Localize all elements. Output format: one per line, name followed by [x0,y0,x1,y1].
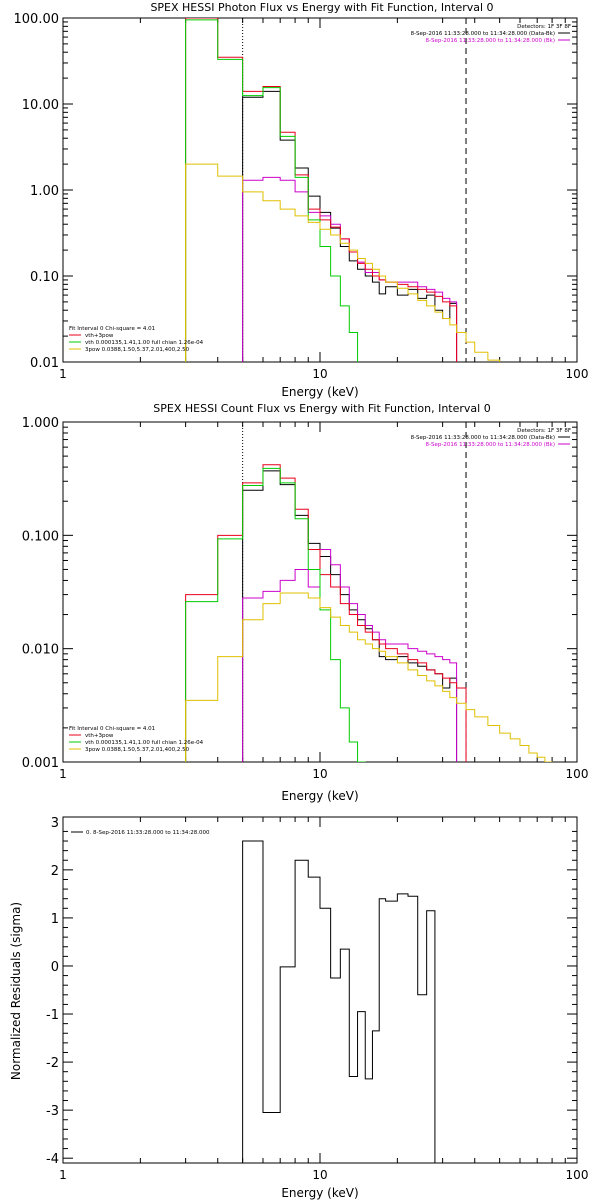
count-series-vth-3pow [185,464,467,762]
resid-y-tick-label: 2 [51,864,59,879]
resid-y-tick-label: 0 [51,960,59,975]
resid-series-0-8-sep-2016-11-33-28-000-to-11-34-28-000 [242,840,436,1163]
count-legend-bottom-entry: Fit Interval 0 Chi-square = 4.01 [69,726,155,732]
photon-y-tick-label: 0.10 [30,270,59,285]
count-legend-bottom-entry: vth+3pow [85,733,114,739]
resid-xlabel: Energy (keV) [281,1186,358,1200]
count-x-tick-label: 100 [566,767,589,781]
photon-legend-bottom-entry: vth+3pow [85,333,114,339]
count-xlabel: Energy (keV) [281,789,358,803]
photon-legend-top-entry: 8-Sep-2016 11:33:28.000 to 11:34:28.000 … [426,38,556,44]
photon-x-tick-label: 10 [312,367,327,381]
photon-series-data-bk [242,90,458,362]
resid-y-tick-label: 3 [51,816,59,831]
count-y-tick-label: 0.010 [22,643,59,658]
resid-x-tick-label: 1 [59,1168,67,1182]
photon-series-vth [185,19,359,362]
count-y-tick-label: 0.100 [22,529,59,544]
count-legend-bottom-entry: vth 0.000135,1.41,1.00 full chian 1.26e-… [85,740,204,746]
count-series-vth [185,467,366,762]
photon-x-tick-label: 100 [566,367,589,381]
count-flux-panel: SPEX HESSI Count Flux vs Energy with Fit… [22,402,589,803]
photon-legend-top-entry: 8-Sep-2016 11:33:28.000 to 11:34:28.000 … [411,31,555,37]
count-y-tick-label: 0.001 [22,756,59,771]
photon-x-tick-label: 1 [59,367,67,381]
resid-y-tick-label: 1 [51,912,59,927]
resid-y-tick-label: -2 [46,1056,59,1071]
photon-y-tick-label: 10.00 [22,98,59,113]
count-legend-top-entry: 8-Sep-2016 11:33:28.000 to 11:34:28.000 … [426,442,556,448]
photon-series-3pow [185,163,501,362]
count-legend-bottom-entry: 3pow 0.0388,1.50,5.37,2.01,400,2.50 [85,747,190,753]
photon-y-tick-label: 1.00 [30,184,59,199]
photon-y-tick-label: 100.00 [14,12,60,27]
count-series-group [185,464,553,762]
photon-series-vth-3pow [185,18,458,362]
resid-x-tick-label: 10 [312,1168,327,1182]
photon-flux-panel: SPEX HESSI Photon Flux vs Energy with Fi… [14,1,589,399]
resid-y-tick-label: -1 [46,1008,59,1023]
photon-legend-bottom-entry: Fit Interval 0 Chi-square = 4.01 [69,326,155,332]
count-legend-top-entry: Detectors: 1F 3F 8F [517,428,571,434]
count-y-tick-label: 1.000 [22,416,59,431]
count-legend-top-entry: 8-Sep-2016 11:33:28.000 to 11:34:28.000 … [411,435,555,441]
resid-x-tick-label: 100 [566,1168,589,1182]
count-title: SPEX HESSI Count Flux vs Energy with Fit… [153,402,490,415]
resid-legend-entry: 0. 8-Sep-2016 11:33:28.000 to 11:34:28.0… [86,830,210,836]
photon-series-group [185,18,501,362]
photon-title: SPEX HESSI Photon Flux vs Energy with Fi… [150,1,493,14]
photon-y-tick-label: 0.01 [30,356,59,371]
count-series-3pow [185,592,553,762]
residuals-panel: Energy (keV) Normalized Residuals (sigma… [9,816,588,1200]
count-x-tick-label: 1 [59,767,67,781]
photon-legend-bottom-entry: vth 0.000135,1.41,1.00 full chian 1.26e-… [85,340,204,346]
photon-xlabel: Energy (keV) [281,385,358,399]
photon-legend-bottom-entry: 3pow 0.0388,1.50,5.37,2.01,400,2.50 [85,347,190,353]
resid-y-tick-label: -4 [46,1152,59,1167]
resid-y-tick-label: -3 [46,1104,59,1119]
photon-legend-top-entry: Detectors: 1F 3F 8F [517,24,571,30]
resid-series-group [242,840,436,1163]
count-x-tick-label: 10 [312,767,327,781]
resid-ylabel: Normalized Residuals (sigma) [9,902,23,1080]
